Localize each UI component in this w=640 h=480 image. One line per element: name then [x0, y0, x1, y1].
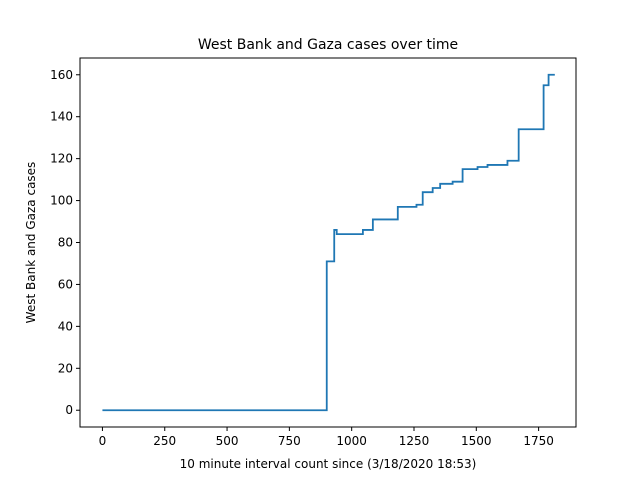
series-line	[102, 73, 555, 412]
chart-title: West Bank and Gaza cases over time	[198, 37, 458, 53]
x-tick-label: 500	[216, 434, 239, 448]
y-tick-label: 40	[58, 319, 73, 333]
y-tick-label: 20	[58, 361, 73, 375]
x-tick-label: 0	[99, 434, 107, 448]
x-tick-label: 1000	[336, 434, 367, 448]
x-axis: 0 250 500 750 1000 1250 1500 1750	[99, 427, 554, 448]
y-tick-label: 100	[50, 194, 73, 208]
y-tick-label: 160	[50, 68, 73, 82]
x-tick-label: 1250	[399, 434, 430, 448]
y-tick-label: 0	[65, 403, 73, 417]
x-tick-label: 750	[278, 434, 301, 448]
x-axis-label: 10 minute interval count since (3/18/202…	[180, 457, 477, 471]
y-tick-label: 120	[50, 152, 73, 166]
x-tick-label: 1500	[461, 434, 492, 448]
x-tick-label: 250	[153, 434, 176, 448]
y-tick-label: 140	[50, 110, 73, 124]
x-tick-label: 1750	[523, 434, 554, 448]
y-axis: 0 20 40 60 80 100 120 140 160	[50, 68, 80, 417]
y-tick-label: 80	[58, 236, 73, 250]
y-axis-label: West Bank and Gaza cases	[24, 162, 38, 324]
y-tick-label: 60	[58, 277, 73, 291]
